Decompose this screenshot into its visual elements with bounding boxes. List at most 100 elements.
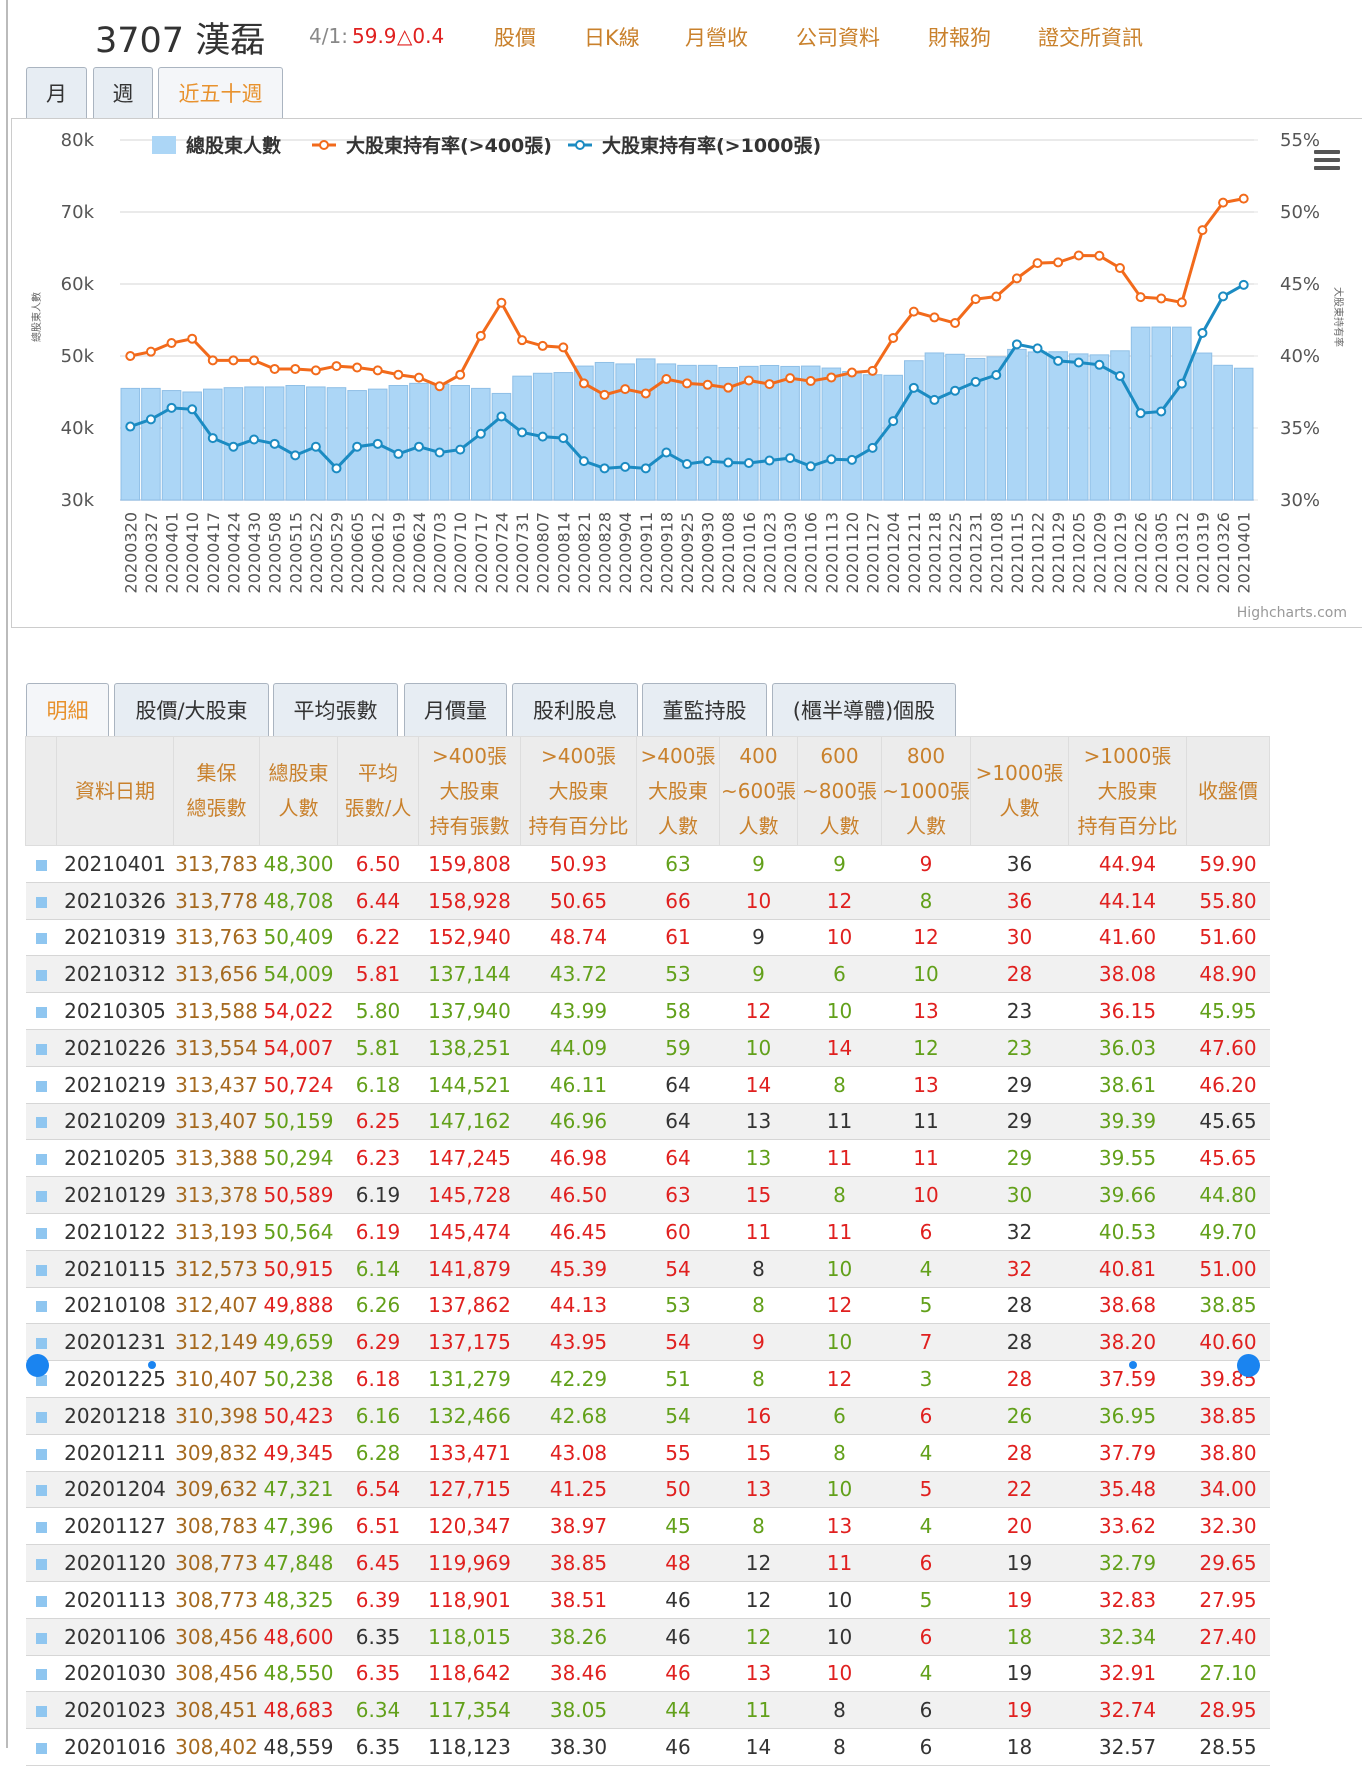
y-tick-label: 60k [61,274,95,295]
table-cell: 137,175 [418,1323,521,1362]
table-cell: 45.39 [520,1250,637,1288]
line-marker [1073,357,1084,368]
line-marker [290,450,301,461]
bar [285,385,306,501]
x-tick-label: 20200417 [204,512,223,593]
table-cell: 46 [636,1728,720,1766]
row-marker [35,1154,47,1166]
table-cell: 12 [719,992,798,1030]
table-cell: 4 [881,1434,971,1472]
table-cell: 23 [970,992,1069,1030]
line-marker [393,369,404,380]
x-tick-label: 20210129 [1049,512,1068,593]
x-tick-label: 20201030 [781,512,800,593]
period-tab[interactable]: 近五十週 [158,67,283,118]
x-tick-label: 20200619 [389,512,408,593]
header-text: 收盤價 [1198,778,1258,803]
row-marker-cell [25,845,57,883]
table-cell: 8 [797,1434,882,1472]
bar [656,363,677,501]
table-cell: 15 [719,1176,798,1214]
row-marker-cell [25,1581,57,1619]
table-cell: 313,778 [173,882,260,920]
detail-tab[interactable]: (櫃半導體)個股 [772,683,956,736]
table-cell: 12 [881,919,971,957]
drag-handle[interactable] [26,1354,49,1377]
table-cell: 8 [881,882,971,920]
table-cell: 46 [636,1581,720,1619]
row-marker-cell [25,1618,57,1656]
table-cell: 49.70 [1186,1213,1270,1251]
detail-tab[interactable]: 股利股息 [512,683,638,736]
table-cell: 14 [719,1066,798,1104]
table-cell: 7 [881,1323,971,1362]
line-marker [620,384,631,395]
header-text: 人數 [906,813,946,838]
table-cell: 54 [636,1323,720,1362]
table-cell: 36.03 [1068,1029,1187,1067]
x-tick-label: 20200925 [678,512,697,593]
line-marker [970,376,981,387]
header-row: 資料日期 集保 總張數 總股東 人數 平均 張數/人 >400張 大股東 持有張數 >400張 大股東… [25,736,1270,846]
x-tick-label: 20210219 [1111,512,1130,593]
line-marker [1135,408,1146,419]
detail-tab[interactable]: 董監持股 [642,683,767,736]
x-tick-label: 20200717 [472,512,491,593]
detail-tab[interactable]: 平均張數 [273,683,398,736]
detail-tab[interactable]: 月價量 [404,683,507,736]
bar [718,367,739,501]
table-cell: 13 [719,1139,798,1178]
table-cell: 32.91 [1068,1655,1187,1693]
table-cell: 30 [970,1176,1069,1214]
table-row: 20201016 308,402 48,559 6.35 118,123 38.30 46 1… [25,1728,1270,1766]
table-cell: 8 [797,1066,882,1104]
table-cell: 43.99 [520,992,637,1030]
header-cell: 總股東 人數 [259,736,338,846]
nav-link[interactable]: 月營收 [685,26,748,50]
detail-tab[interactable]: 股價/大股東 [114,683,269,736]
chart-menu[interactable] [1314,150,1340,170]
table-cell: 44.94 [1068,845,1187,883]
table-cell: 8 [719,1507,798,1546]
nav-link[interactable]: 證交所資訊 [1038,26,1143,50]
period-tab[interactable]: 月 [26,67,87,118]
row-marker-cell [25,955,57,994]
period-tab[interactable]: 週 [93,67,153,118]
table-cell: 313,656 [173,955,260,994]
header-text: 平均 [358,761,398,785]
nav-link[interactable]: 股價 [494,26,536,50]
table-row: 20201113 308,773 48,325 6.39 118,901 38.51 46 1… [25,1581,1270,1619]
nav-link[interactable]: 日K線 [584,26,640,50]
table-row: 20210326 313,778 48,708 6.44 158,928 50.65 66 1… [25,882,1270,920]
drag-handle[interactable] [1237,1354,1260,1377]
table-cell: 51.60 [1186,919,1270,957]
bar [182,391,202,501]
table-cell: 11 [797,1103,882,1141]
legend-swatch [575,140,585,150]
stock-title: 3707 漢磊 [95,21,266,61]
line-marker [888,416,899,427]
bar [800,365,821,501]
table-row: 20210312 313,656 54,009 5.81 137,144 43.72 53 9… [25,955,1270,994]
nav-link[interactable]: 公司資料 [796,26,880,50]
line-marker [578,456,589,467]
bar [842,370,862,501]
nav-link[interactable]: 財報狗 [928,26,991,50]
table-cell: 138,251 [418,1029,521,1067]
table-cell: 59 [636,1029,720,1067]
detail-tab[interactable]: 明細 [26,683,109,736]
row-marker-cell [25,1176,57,1214]
table-cell: 50.65 [520,882,637,920]
table-cell: 64 [636,1066,720,1104]
bar [821,367,842,501]
x-tick-label: 20210226 [1132,512,1151,593]
table-cell: 20210219 [56,1066,174,1104]
line-marker [805,376,816,387]
row-marker [35,1375,47,1387]
line-marker [1176,378,1187,389]
table-cell: 20201120 [56,1544,174,1582]
table-cell: 5.81 [337,955,419,994]
selection-dot [1129,1361,1137,1369]
table-cell: 13 [881,992,971,1030]
x-tick-label: 20200911 [637,512,656,593]
